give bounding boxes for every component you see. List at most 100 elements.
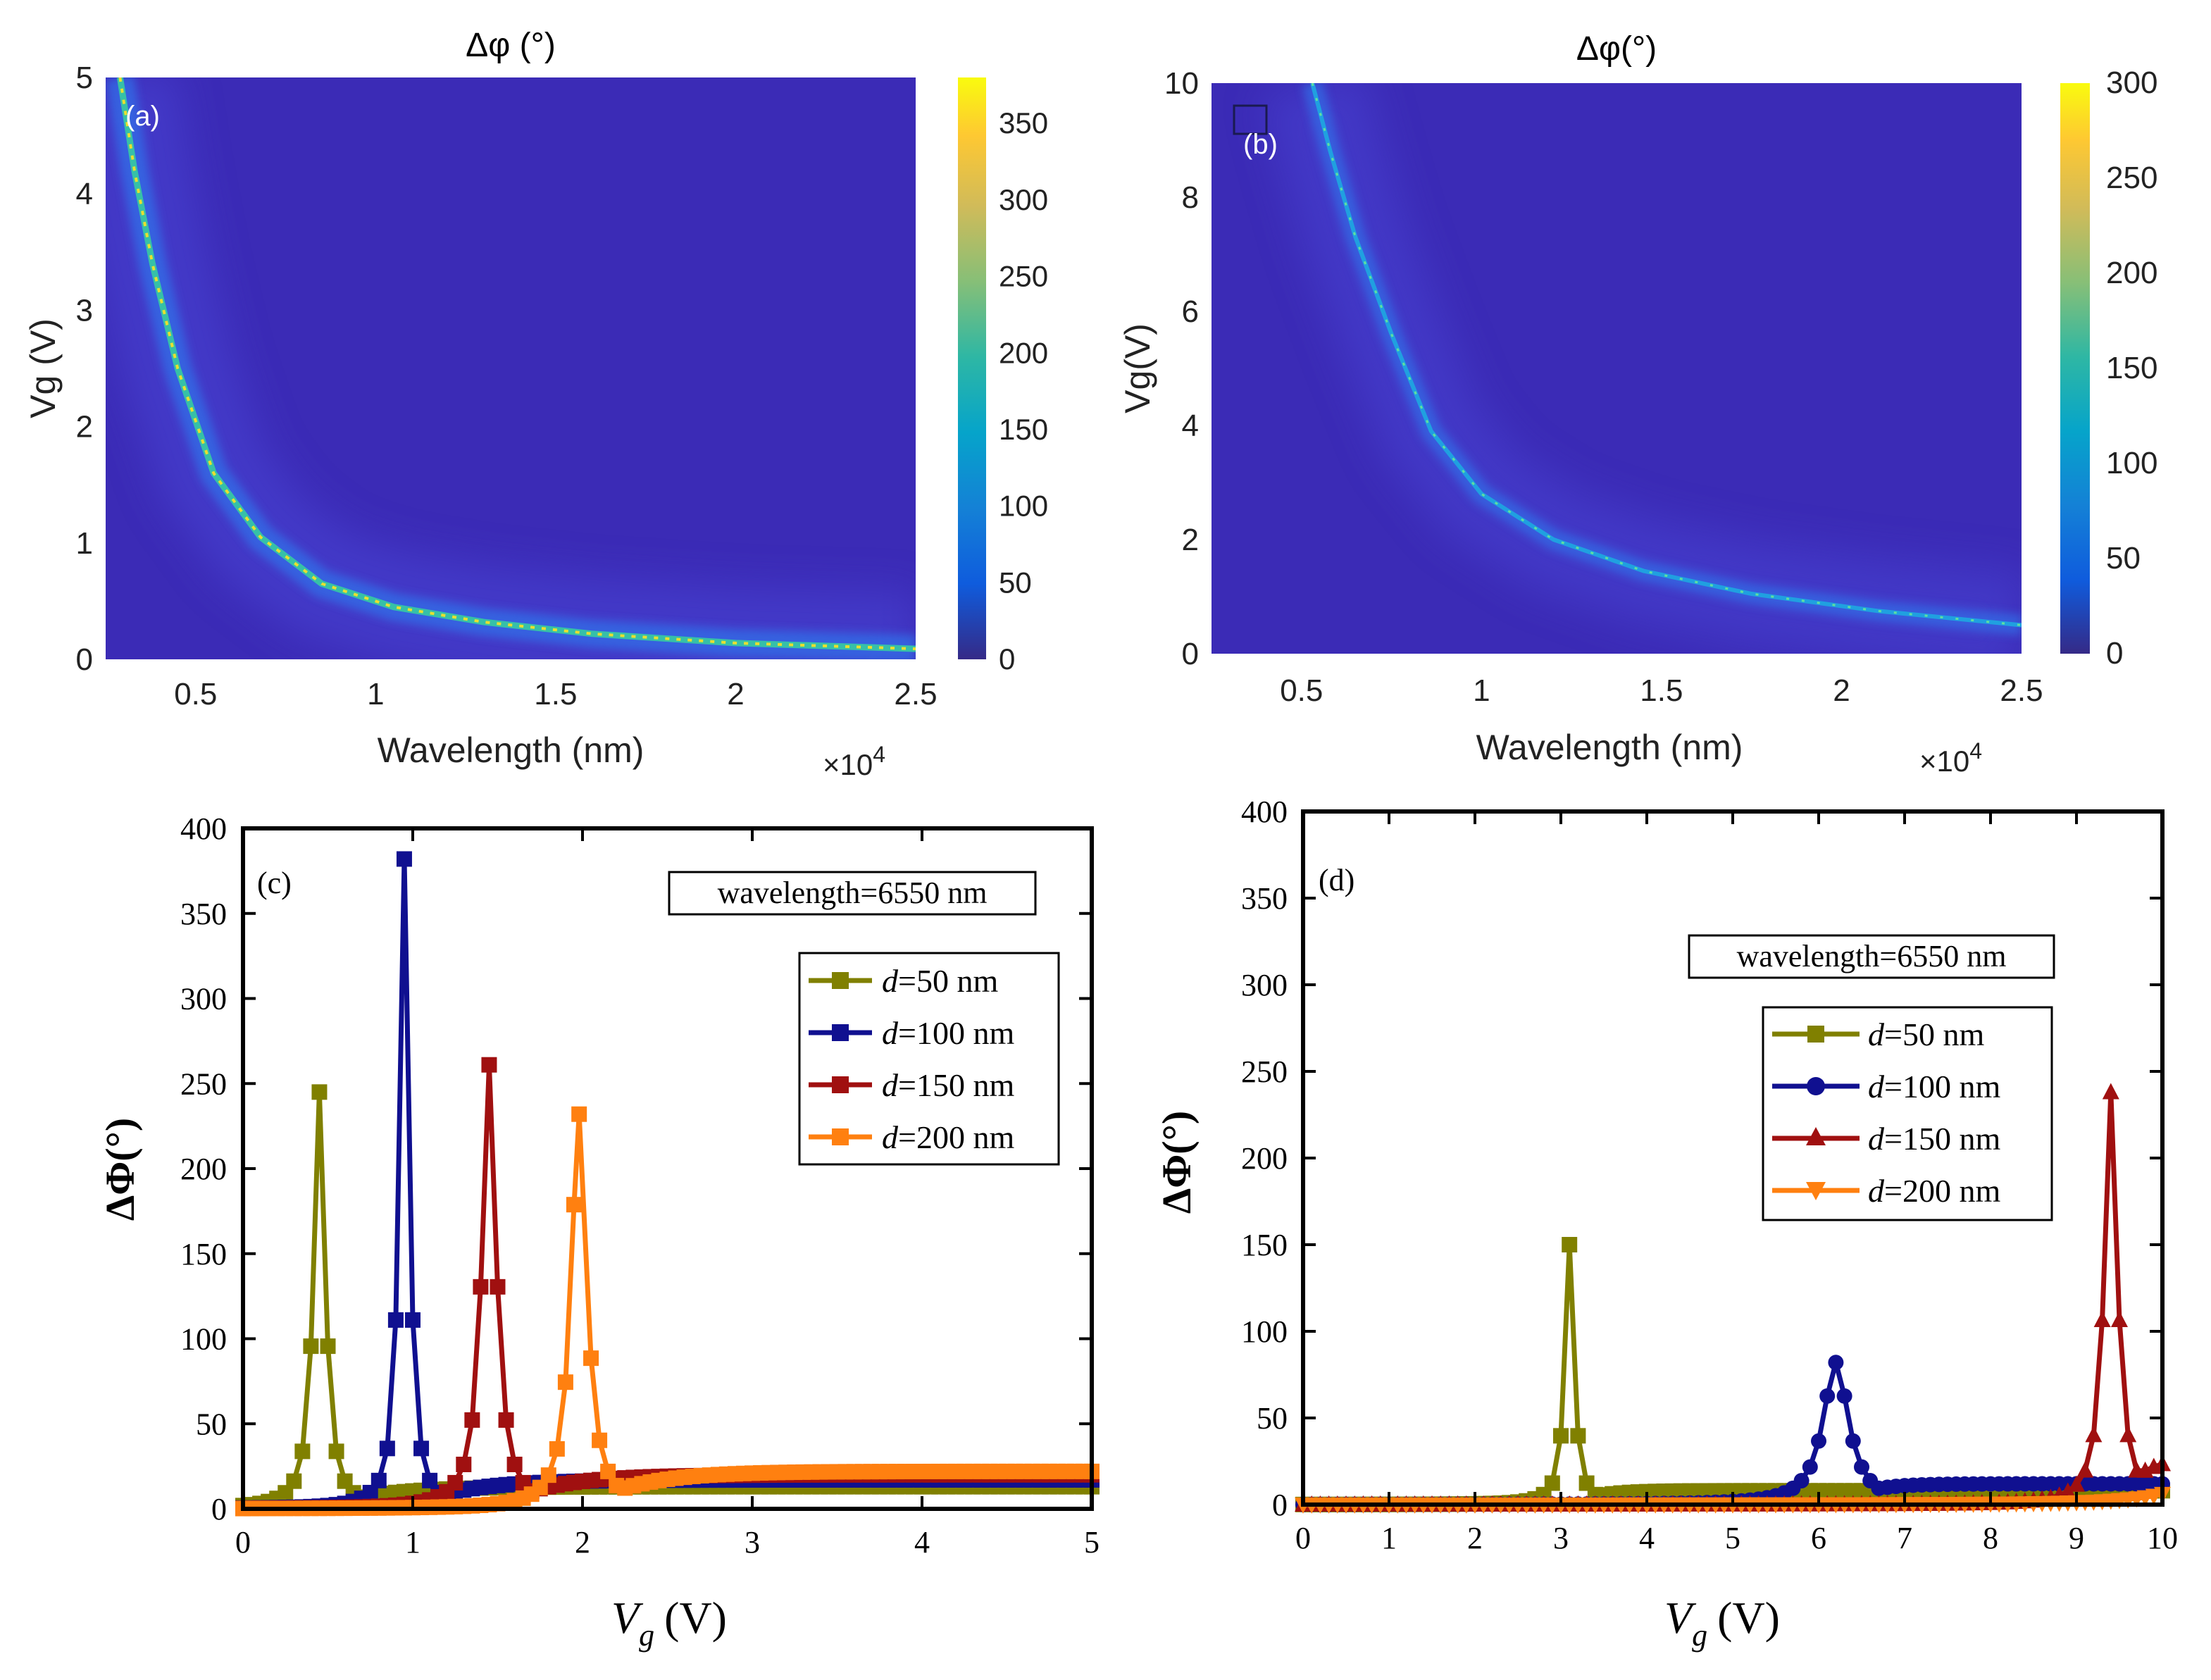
panel-d-legend-text: d=100 nm	[1868, 1069, 2000, 1105]
panel-d-legend-suffix: =100 nm	[1884, 1069, 2000, 1105]
panel-c-legend-marker	[832, 972, 849, 989]
panel-d-data-point	[2076, 1461, 2094, 1478]
panel-d-data-point	[1793, 1473, 1810, 1489]
panel-c-data-point	[498, 1412, 514, 1428]
panel-a-x-exponent: ×104	[823, 742, 885, 781]
panel-b-ytick: 2	[1182, 523, 1199, 557]
panel-b-label: (b)	[1243, 129, 1278, 160]
panel-c-annotation: wavelength=6550 nm	[718, 876, 988, 910]
panel-a-xtick: 1	[367, 677, 384, 711]
panel-d-xtick: 0	[1295, 1521, 1311, 1555]
panel-d-xtick: 9	[2069, 1521, 2084, 1555]
panel-c-xlabel: Vg (V)	[611, 1593, 727, 1653]
panel-c-legend-text: d=100 nm	[882, 1015, 1014, 1051]
panel-c-series-layer	[235, 851, 1100, 1517]
panel-d-ytick: 0	[1272, 1488, 1288, 1522]
panel-d-legend-marker	[1806, 1182, 1826, 1200]
panel-a: Δφ (°) (a) 0.5 1 1.5 2 2.5 0 1 2 3 4 5 W…	[23, 27, 1048, 781]
panel-d-xtick: 8	[1983, 1521, 1998, 1555]
panel-b-xtick: 2	[1833, 673, 1850, 708]
panel-b-x-ticks: 0.5 1 1.5 2 2.5	[1280, 673, 2043, 708]
panel-a-cbar-tick: 200	[999, 336, 1048, 369]
panel-b-xlabel: Wavelength (nm)	[1476, 728, 1743, 767]
panel-c-ytick: 350	[180, 897, 227, 931]
panel-c-data-point	[337, 1473, 353, 1489]
panel-a-x-ticks: 0.5 1 1.5 2 2.5	[174, 677, 937, 711]
panel-c-data-point	[396, 851, 412, 867]
panel-d-legend: d=50 nm d=100 nm d=150 nm d=200 nm	[1762, 1006, 2053, 1221]
panel-a-ytick: 4	[76, 177, 93, 211]
panel-c-annotation-box: wavelength=6550 nm	[668, 871, 1037, 916]
panel-d-data-point	[1553, 1428, 1569, 1444]
panel-d-xtick: 5	[1725, 1521, 1740, 1555]
panel-c-xtick: 5	[1084, 1525, 1100, 1560]
panel-c-data-point	[532, 1479, 548, 1495]
panel-d-series-0	[1295, 1237, 2170, 1512]
panel-c-axis-ticks	[242, 827, 1093, 1510]
panel-c-series-1	[235, 851, 1100, 1516]
panel-b-x-exponent-power: 4	[1969, 738, 1982, 764]
panel-c-data-point	[370, 1472, 387, 1488]
panel-d-ylabel: ΔΦ(°)	[1154, 1111, 1200, 1214]
panel-c-data-point	[413, 1441, 430, 1457]
panel-d-data-point	[1802, 1459, 1818, 1475]
panel-b-title: Δφ(°)	[1576, 30, 1657, 68]
panel-b-ytick: 6	[1182, 294, 1199, 329]
panel-c-data-point	[387, 1312, 404, 1328]
panel-a-heat-layer	[106, 77, 916, 659]
panel-d-axis-ticks	[1302, 810, 2164, 1506]
panel-c-legend-item: d=150 nm	[809, 1067, 1014, 1103]
panel-a-ytick: 3	[76, 293, 93, 328]
panel-c-data-point	[286, 1473, 302, 1489]
panel-c-data-point	[549, 1441, 565, 1457]
panel-c-data-point	[422, 1472, 438, 1488]
panel-d-legend-item: d=100 nm	[1772, 1069, 2000, 1105]
panel-a-xlabel: Wavelength (nm)	[378, 730, 644, 770]
panel-d-xtick: 3	[1553, 1521, 1569, 1555]
panel-d-legend-text: d=200 nm	[1868, 1173, 2000, 1209]
panel-d-xtick: 1	[1381, 1521, 1397, 1555]
panel-c-data-point	[540, 1467, 556, 1483]
panel-d-data-point	[1811, 1433, 1826, 1449]
panel-c-data-point	[303, 1338, 319, 1355]
panel-d-legend-text: d=50 nm	[1868, 1016, 1984, 1052]
panel-d-data-point	[2068, 1475, 2085, 1492]
panel-c-xlabel-sub: g	[639, 1618, 654, 1653]
panel-b: Δφ(°) (b) 0.5 1 1.5 2 2.5 0 2 4 6 8 10 W…	[1118, 30, 2157, 778]
panel-a-x-exponent-base: ×10	[823, 748, 873, 781]
panel-c-data-point	[464, 1412, 480, 1428]
panel-d-data-point	[2119, 1426, 2137, 1443]
panel-c-data-point	[571, 1106, 587, 1122]
panel-c-ytick: 300	[180, 982, 227, 1016]
panel-c-data-point	[379, 1441, 395, 1457]
panel-d-xtick: 4	[1639, 1521, 1655, 1555]
panel-c-ytick: 150	[180, 1237, 227, 1271]
panel-b-cbar-tick: 300	[2106, 66, 2157, 100]
panel-b-colorbar-gradient	[2060, 83, 2090, 654]
panel-d-legend-suffix: =50 nm	[1884, 1016, 1984, 1052]
panel-c-legend-marker	[832, 1076, 849, 1093]
panel-a-cbar-tick: 100	[999, 490, 1048, 523]
panel-c-data-point	[557, 1374, 573, 1390]
panel-d-data-point	[2093, 1310, 2111, 1327]
panel-c-x-ticks: 0 1 2 3 4 5	[235, 1525, 1100, 1560]
panel-d-xlabel-unit: (V)	[1717, 1593, 1780, 1643]
panel-b-xtick: 0.5	[1280, 673, 1323, 708]
panel-a-title: Δφ (°)	[466, 27, 556, 64]
panel-a-ytick: 0	[76, 642, 93, 677]
panel-d-data-point	[1836, 1388, 1852, 1404]
panel-d-data-point	[1544, 1475, 1560, 1491]
panel-c-legend-d: d	[882, 1067, 899, 1103]
panel-c-data-point	[566, 1197, 582, 1213]
panel-c-legend-suffix: =100 nm	[898, 1015, 1014, 1051]
panel-c-ylabel: ΔΦ(°)	[97, 1118, 143, 1221]
panel-c-label: (c)	[257, 866, 292, 900]
panel-c-legend-d: d	[882, 1015, 899, 1051]
panel-c-ytick: 200	[180, 1152, 227, 1186]
panel-b-ylabel: Vg(V)	[1118, 323, 1157, 413]
panel-a-resonance-core	[118, 77, 916, 651]
panel-d-legend-suffix: =200 nm	[1884, 1173, 2000, 1209]
panel-d-xlabel: Vg (V)	[1664, 1593, 1780, 1653]
panel-c-frame	[241, 826, 1094, 1511]
panel-c-data-point	[320, 1338, 336, 1355]
